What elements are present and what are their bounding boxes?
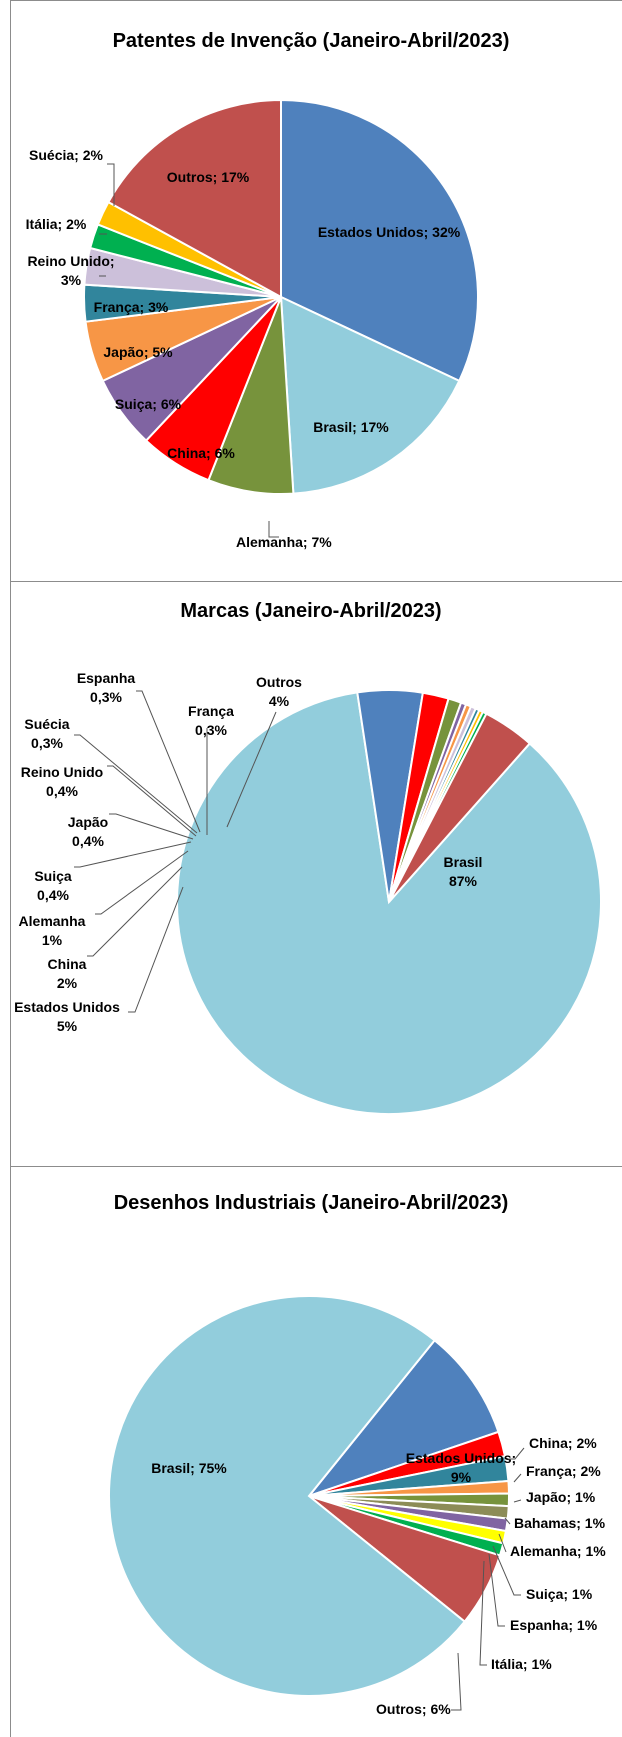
data-label-espanha: Espanha; 1% xyxy=(510,1617,598,1633)
data-label-suiça: Suiça0,4% xyxy=(34,868,72,903)
data-label-china: China; 6% xyxy=(167,445,235,461)
data-label-alemanha: Alemanha1% xyxy=(19,913,86,948)
data-label-estados-unidos: Estados Unidos; 32% xyxy=(318,224,461,240)
data-label-itália: Itália; 2% xyxy=(26,216,87,232)
data-label-brasil: Brasil; 75% xyxy=(151,1460,227,1476)
leader-line xyxy=(451,1653,461,1710)
data-label-suécia: Suécia0,3% xyxy=(24,716,69,751)
data-label-frança: França; 2% xyxy=(526,1463,601,1479)
data-label-suiça: Suiça; 1% xyxy=(526,1586,593,1602)
pie-chart-desenhos: Desenhos Industriais (Janeiro-Abril/2023… xyxy=(11,1167,622,1737)
data-label-japão: Japão; 5% xyxy=(103,344,173,360)
data-label-japão: Japão; 1% xyxy=(526,1489,596,1505)
leader-line xyxy=(128,887,183,1012)
data-label-outros: Outros; 17% xyxy=(167,169,250,185)
chart-title: Desenhos Industriais (Janeiro-Abril/2023… xyxy=(114,1192,509,1214)
leader-line xyxy=(109,814,193,839)
chart-title: Patentes de Invenção (Janeiro-Abril/2023… xyxy=(113,30,510,52)
data-label-brasil: Brasil; 17% xyxy=(313,419,389,435)
data-label-frança: França0,3% xyxy=(188,703,234,738)
data-label-espanha: Espanha0,3% xyxy=(77,670,136,705)
pie-chart-marcas: Marcas (Janeiro-Abril/2023) Brasil87%Est… xyxy=(11,582,622,1166)
data-label-reino-unido: Reino Unido0,4% xyxy=(21,764,103,799)
data-label-suécia: Suécia; 2% xyxy=(29,147,103,163)
leader-line xyxy=(514,1474,521,1482)
data-label-china: China2% xyxy=(48,956,87,991)
pie-chart-patentes: Patentes de Invenção (Janeiro-Abril/2023… xyxy=(11,1,622,581)
data-label-alemanha: Alemanha; 1% xyxy=(510,1543,606,1559)
data-label-itália: Itália; 1% xyxy=(491,1656,552,1672)
data-label-outros: Outros; 6% xyxy=(376,1701,451,1717)
data-label-estados-unidos: Estados Unidos5% xyxy=(14,999,120,1034)
leader-line xyxy=(87,867,182,956)
data-label-bahamas: Bahamas; 1% xyxy=(514,1515,606,1531)
data-label-frança: França; 3% xyxy=(94,299,169,315)
chart-panel-desenhos: Desenhos Industriais (Janeiro-Abril/2023… xyxy=(10,1166,622,1737)
chart-panel-patentes: Patentes de Invenção (Janeiro-Abril/2023… xyxy=(10,0,622,581)
leader-line xyxy=(514,1500,521,1502)
chart-title: Marcas (Janeiro-Abril/2023) xyxy=(180,600,441,622)
chart-panel-marcas: Marcas (Janeiro-Abril/2023) Brasil87%Est… xyxy=(10,581,622,1166)
data-label-suiça: Suiça; 6% xyxy=(115,396,182,412)
data-label-japão: Japão0,4% xyxy=(68,814,108,849)
data-label-alemanha: Alemanha; 7% xyxy=(236,534,332,550)
data-label-outros: Outros4% xyxy=(256,674,302,709)
data-label-china: China; 2% xyxy=(529,1435,597,1451)
